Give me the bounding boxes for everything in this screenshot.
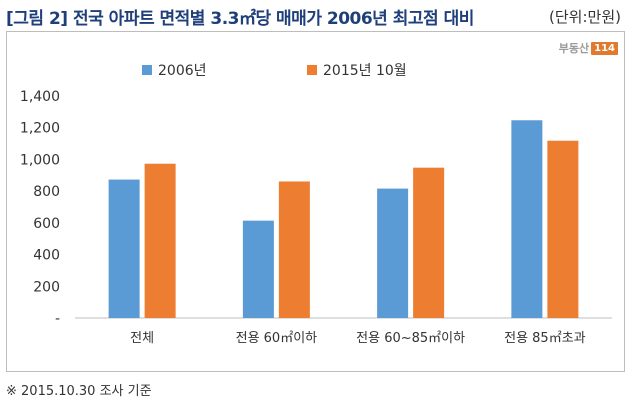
chart-frame bbox=[6, 31, 625, 372]
x-tick-label: 전용 60~85㎡이하 bbox=[356, 331, 465, 346]
legend-swatch bbox=[307, 65, 317, 75]
legend-swatch bbox=[142, 65, 152, 75]
y-tick-label: 1,000 bbox=[20, 152, 60, 168]
y-tick-label: 800 bbox=[33, 184, 60, 200]
bar-series1 bbox=[511, 120, 543, 318]
y-tick-label: 400 bbox=[33, 248, 60, 264]
brand-logo: 부동산 114 bbox=[559, 40, 618, 56]
x-tick-label: 전용 60㎡이하 bbox=[236, 331, 318, 346]
bar-series1 bbox=[377, 188, 409, 318]
y-tick-label: 1,400 bbox=[20, 89, 60, 105]
y-tick-label: 1,200 bbox=[20, 121, 60, 137]
bar-series2 bbox=[413, 167, 445, 318]
bar-series2 bbox=[547, 140, 579, 318]
y-tick-label: - bbox=[55, 311, 60, 327]
brand-text: 부동산 bbox=[558, 42, 590, 55]
y-tick-label: 600 bbox=[33, 216, 60, 232]
x-tick-label: 전용 85㎡초과 bbox=[504, 331, 586, 346]
y-tick-label: 200 bbox=[33, 279, 60, 295]
chart-title: [그림 2] 전국 아파트 면적별 3.3㎡당 매매가 2006년 최고점 대비 bbox=[6, 9, 474, 29]
legend-label: 2015년 10월 bbox=[323, 63, 407, 79]
bar-series2 bbox=[278, 181, 310, 318]
bar-series1 bbox=[242, 220, 274, 318]
legend-label: 2006년 bbox=[158, 63, 207, 79]
bar-series1 bbox=[108, 179, 140, 318]
footnote: ※ 2015.10.30 조사 기준 bbox=[6, 384, 152, 399]
bar-series2 bbox=[144, 163, 176, 318]
unit-label: (단위:만원) bbox=[549, 8, 621, 26]
x-tick-label: 전체 bbox=[130, 331, 154, 346]
brand-badge: 114 bbox=[591, 41, 618, 55]
